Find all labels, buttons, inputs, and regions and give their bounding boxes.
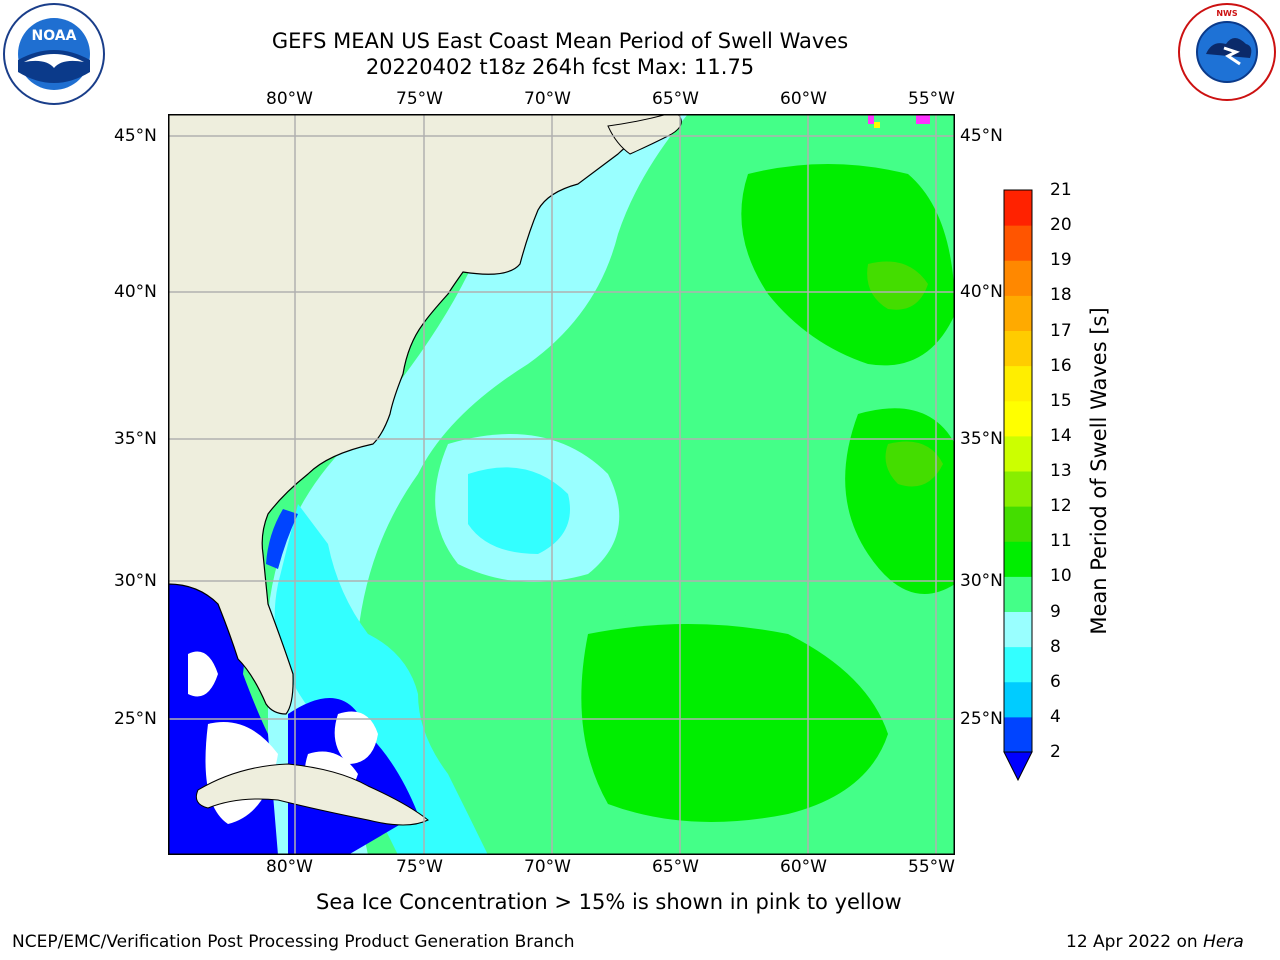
- lon-tick-top: 65°W: [652, 89, 699, 109]
- lon-tick-top: 60°W: [780, 89, 827, 109]
- colorbar-swatch: [1004, 541, 1032, 577]
- lon-tick-bottom: 75°W: [396, 857, 443, 877]
- colorbar-swatch: [1004, 681, 1032, 718]
- colorbar-level-label: 19: [1050, 250, 1072, 271]
- colorbar-swatch: [1004, 225, 1032, 261]
- colorbar-swatch: [1004, 435, 1032, 472]
- footer-left: NCEP/EMC/Verification Post Processing Pr…: [12, 932, 575, 952]
- colorbar-level-label: 12: [1050, 496, 1072, 517]
- lat-tick-right: 30°N: [960, 571, 1003, 591]
- colorbar-level-label: 20: [1050, 215, 1072, 236]
- no-data-patch: [188, 651, 218, 697]
- colorbar: [1000, 186, 1036, 786]
- colorbar-level-label: 2: [1050, 742, 1061, 762]
- lon-tick-top: 55°W: [908, 89, 955, 109]
- lon-tick-top: 70°W: [524, 89, 571, 109]
- footer-date: 12 Apr 2022 on: [1066, 932, 1204, 952]
- svg-text:NWS: NWS: [1216, 9, 1238, 18]
- colorbar-swatch: [1004, 260, 1032, 296]
- swell-11s-patch: [867, 261, 928, 310]
- colorbar-level-label: 16: [1050, 355, 1072, 376]
- colorbar-level-label: 18: [1050, 285, 1072, 306]
- colorbar-title: Mean Period of Swell Waves [s]: [1087, 307, 1111, 635]
- colorbar-level-label: 10: [1050, 566, 1072, 587]
- colorbar-under-triangle: [1003, 751, 1033, 782]
- lat-tick-left: 30°N: [114, 571, 157, 591]
- colorbar-level-label: 15: [1050, 390, 1072, 411]
- lat-tick-left: 35°N: [114, 429, 157, 449]
- swell-6s-patch: [468, 467, 570, 554]
- colorbar-level-label: 17: [1050, 320, 1072, 341]
- swell-8s-band: [268, 114, 688, 855]
- colorbar-frame: [1003, 189, 1033, 753]
- map-gridlines: [168, 114, 955, 855]
- lat-tick-left: 40°N: [114, 282, 157, 302]
- colorbar-level-label: 13: [1050, 461, 1072, 481]
- lon-tick-bottom: 80°W: [266, 857, 313, 877]
- colorbar-swatch: [1004, 716, 1032, 753]
- colorbar-level-label: 21: [1050, 180, 1072, 200]
- swell-2s-nearshore: [266, 509, 298, 569]
- land-cuba: [195, 763, 429, 826]
- colorbar-level-label: 9: [1050, 601, 1061, 622]
- swell-period-map: [168, 114, 955, 855]
- lat-tick-right: 45°N: [960, 126, 1003, 146]
- colorbar-swatch: [1004, 400, 1032, 437]
- lat-tick-right: 25°N: [960, 709, 1003, 729]
- swell-6s-nearshore: [274, 504, 488, 855]
- lat-tick-left: 45°N: [114, 126, 157, 146]
- swell-10s-region-south: [581, 624, 888, 822]
- chart-title: GEFS MEAN US East Coast Mean Period of S…: [271, 29, 849, 53]
- footer-machine: Hera: [1203, 932, 1244, 952]
- colorbar-level-label: 8: [1050, 636, 1061, 657]
- colorbar-level-label: 11: [1050, 531, 1072, 552]
- colorbar-swatch: [1004, 646, 1032, 683]
- lat-tick-right: 35°N: [960, 429, 1003, 449]
- colorbar-level-label: 6: [1050, 671, 1061, 692]
- lon-tick-top: 75°W: [396, 89, 443, 109]
- lon-tick-bottom: 70°W: [524, 857, 571, 877]
- swell-10s-region-north: [741, 164, 955, 366]
- colorbar-level-label: 4: [1050, 706, 1061, 727]
- nws-logo: NWS: [1176, 2, 1278, 102]
- noaa-logo: NOAA: [2, 2, 106, 106]
- sea-ice-marker: [874, 122, 880, 128]
- map-frame: [168, 114, 955, 855]
- colorbar-swatch: [1004, 611, 1032, 648]
- chart-subtitle: 20220402 t18z 264h fcst Max: 11.75: [365, 55, 755, 79]
- no-data-patch: [334, 711, 378, 764]
- sea-ice-marker: [868, 114, 874, 124]
- swell-11s-patch: [885, 441, 943, 487]
- sea-ice-marker: [916, 114, 930, 124]
- colorbar-swatch: [1004, 190, 1032, 226]
- svg-text:NOAA: NOAA: [32, 28, 77, 44]
- colorbar-level-label: 14: [1050, 425, 1072, 446]
- lon-tick-top: 80°W: [266, 89, 313, 109]
- colorbar-labels: 2 4 6 8 9 10 11 12 13 14 15 16 17 18 19 20 21: [1050, 180, 1110, 770]
- footer-right: 12 Apr 2022 on Hera: [1066, 932, 1244, 952]
- sea-ice-caption: Sea Ice Concentration > 15% is shown in …: [316, 890, 902, 914]
- colorbar-swatch: [1004, 576, 1032, 612]
- colorbar-swatch: [1004, 295, 1032, 331]
- lat-tick-left: 25°N: [114, 709, 157, 729]
- colorbar-swatch: [1004, 471, 1032, 507]
- colorbar-swatch: [1004, 365, 1032, 402]
- lat-tick-right: 40°N: [960, 282, 1003, 302]
- lon-tick-bottom: 65°W: [652, 857, 699, 877]
- lon-tick-bottom: 55°W: [908, 857, 955, 877]
- colorbar-swatch: [1004, 506, 1032, 542]
- colorbar-swatch: [1004, 330, 1032, 367]
- lon-tick-bottom: 60°W: [780, 857, 827, 877]
